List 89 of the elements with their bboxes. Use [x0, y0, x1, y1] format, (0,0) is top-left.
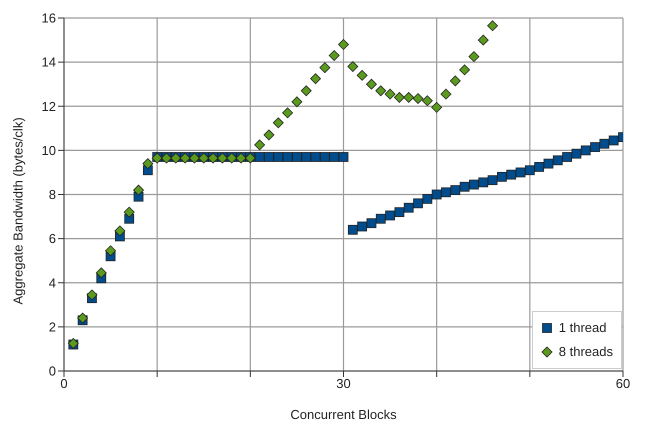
x-tick-label: 60 [616, 376, 630, 392]
point [264, 152, 274, 162]
point [459, 64, 470, 76]
point [450, 75, 461, 86]
point [254, 152, 265, 162]
point [404, 202, 414, 213]
point [562, 152, 572, 162]
point [292, 152, 302, 162]
point [320, 152, 330, 162]
y-tick-label: 2 [48, 319, 56, 334]
point [403, 92, 414, 103]
point [310, 152, 320, 162]
legend-label: 8 threads [558, 343, 613, 361]
point [272, 117, 284, 128]
point [524, 165, 535, 176]
point [394, 92, 405, 103]
point [96, 267, 107, 278]
point [432, 190, 442, 200]
point [366, 78, 377, 90]
point [487, 20, 498, 32]
point [580, 145, 591, 156]
point [450, 185, 460, 195]
point [329, 152, 340, 162]
point [385, 210, 395, 220]
point [254, 139, 266, 150]
point [441, 187, 451, 198]
point [422, 95, 433, 106]
y-tick-label: 14 [42, 54, 56, 70]
point [572, 148, 582, 159]
point [301, 152, 312, 162]
point [319, 62, 330, 74]
point [366, 218, 376, 228]
point [264, 130, 274, 140]
point [412, 93, 424, 104]
point [496, 172, 507, 182]
point [282, 152, 292, 162]
y-tick-label: 0 [48, 364, 56, 379]
point [478, 34, 489, 46]
point [356, 70, 368, 81]
point [328, 50, 340, 61]
point [599, 138, 610, 149]
point [516, 168, 526, 178]
y-axis-title: Aggregate Bandwidth (bytes/clk) [10, 117, 26, 304]
point [590, 142, 600, 152]
point [384, 88, 396, 100]
point [114, 226, 126, 236]
point [133, 184, 144, 196]
point [357, 222, 368, 232]
point [394, 207, 404, 218]
point [282, 107, 293, 118]
point [431, 102, 442, 113]
y-tick-label: 6 [48, 231, 56, 246]
point [608, 136, 619, 146]
point [440, 88, 452, 100]
point [478, 177, 488, 188]
point [338, 152, 348, 162]
point [300, 85, 312, 96]
point [552, 155, 563, 166]
legend-label: 1 thread [558, 319, 606, 337]
x-tick-label: 30 [336, 376, 351, 392]
point [348, 224, 358, 235]
point [469, 180, 479, 190]
y-tick-label: 16 [42, 10, 56, 26]
point [338, 39, 349, 50]
point [422, 194, 432, 204]
point [460, 182, 470, 192]
point [413, 198, 423, 208]
point [142, 158, 154, 170]
point [506, 170, 516, 180]
point [347, 61, 358, 72]
y-tick-label: 10 [42, 142, 56, 158]
x-tick-label: 0 [60, 376, 68, 392]
point [310, 73, 321, 84]
y-tick-label: 4 [48, 275, 56, 290]
point [544, 158, 554, 169]
point [273, 152, 284, 162]
point [86, 289, 98, 300]
point [124, 206, 135, 218]
y-tick-label: 8 [48, 187, 56, 202]
point [292, 96, 302, 108]
point [534, 162, 544, 172]
point [375, 85, 386, 96]
point [488, 175, 498, 186]
x-axis-title: Concurrent Blocks [290, 407, 398, 422]
point [105, 245, 116, 256]
point [468, 51, 480, 62]
point [376, 214, 386, 224]
point [77, 312, 88, 324]
y-tick-label: 12 [42, 98, 56, 114]
